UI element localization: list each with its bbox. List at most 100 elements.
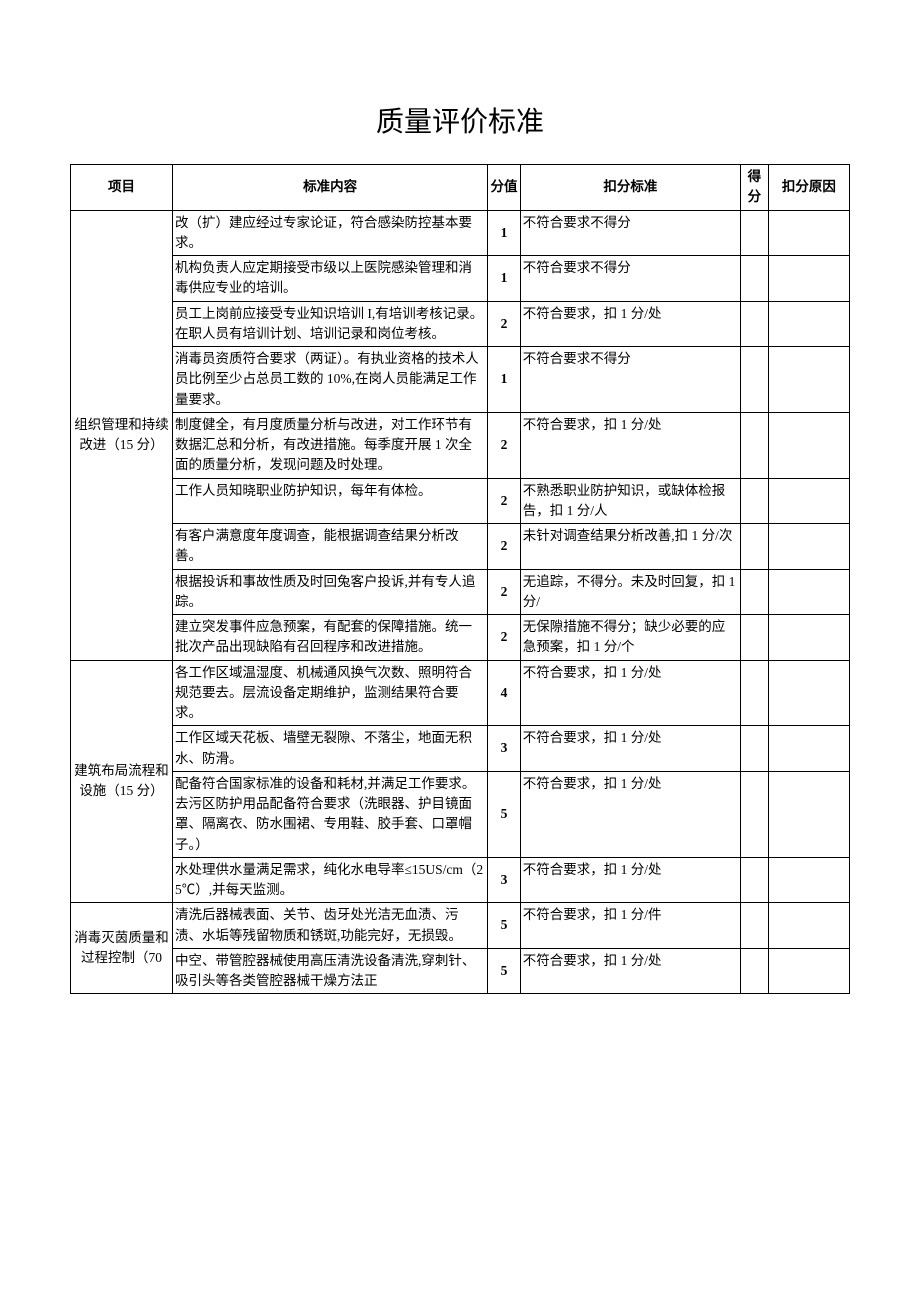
got-score-cell xyxy=(741,726,769,772)
category-cell: 组织管理和持续改进（15 分） xyxy=(71,210,173,660)
deduction-cell: 不符合要求，扣 1 分/件 xyxy=(520,903,740,949)
content-cell: 改（扩）建应经过专家论证，符合感染防控基本要求。 xyxy=(173,210,488,256)
score-cell: 1 xyxy=(488,210,520,256)
category-cell: 消毒灭茵质量和过程控制（70 xyxy=(71,903,173,994)
content-cell: 根据投诉和事故性质及时回兔客户投诉,并有专人追踪。 xyxy=(173,569,488,615)
reason-cell xyxy=(768,771,849,857)
score-cell: 2 xyxy=(488,569,520,615)
page-title: 质量评价标准 xyxy=(70,100,850,140)
got-score-cell xyxy=(741,478,769,524)
reason-cell xyxy=(768,478,849,524)
got-score-cell xyxy=(741,569,769,615)
reason-cell xyxy=(768,412,849,478)
reason-cell xyxy=(768,210,849,256)
deduction-cell: 不符合要求，扣 1 分/处 xyxy=(520,948,740,994)
content-cell: 中空、带管腔器械使用高压清洗设备清洗,穿刺针、吸引头等各类管腔器械干燥方法正 xyxy=(173,948,488,994)
reason-cell xyxy=(768,256,849,302)
score-cell: 2 xyxy=(488,478,520,524)
reason-cell xyxy=(768,726,849,772)
deduction-cell: 不符合要求，扣 1 分/处 xyxy=(520,412,740,478)
score-cell: 3 xyxy=(488,726,520,772)
content-cell: 消毒员资质符合要求（两证）。有执业资格的技术人员比例至少占总员工数的 10%,在… xyxy=(173,347,488,413)
table-row: 根据投诉和事故性质及时回兔客户投诉,并有专人追踪。2无追踪，不得分。未及时回复，… xyxy=(71,569,850,615)
got-score-cell xyxy=(741,771,769,857)
score-cell: 1 xyxy=(488,347,520,413)
content-cell: 建立突发事件应急预案，有配套的保障措施。统一批次产品出现缺陷有召回程序和改进措施… xyxy=(173,615,488,661)
deduction-cell: 不符合要求，扣 1 分/处 xyxy=(520,771,740,857)
deduction-cell: 不符合要求不得分 xyxy=(520,210,740,256)
category-cell: 建筑布局流程和设施（15 分） xyxy=(71,660,173,903)
header-deduction: 扣分标准 xyxy=(520,165,740,211)
got-score-cell xyxy=(741,903,769,949)
score-cell: 1 xyxy=(488,256,520,302)
deduction-cell: 不符合要求，扣 1 分/处 xyxy=(520,857,740,903)
table-row: 工作区域天花板、墙壁无裂隙、不落尘，地面无积水、防滑。3不符合要求，扣 1 分/… xyxy=(71,726,850,772)
reason-cell xyxy=(768,948,849,994)
content-cell: 员工上岗前应接受专业知识培训 I,有培训考核记录。在职人员有培训计划、培训记录和… xyxy=(173,301,488,347)
deduction-cell: 无保隙措施不得分；缺少必要的应急预案，扣 1 分/个 xyxy=(520,615,740,661)
reason-cell xyxy=(768,857,849,903)
got-score-cell xyxy=(741,857,769,903)
score-cell: 5 xyxy=(488,771,520,857)
table-row: 建立突发事件应急预案，有配套的保障措施。统一批次产品出现缺陷有召回程序和改进措施… xyxy=(71,615,850,661)
got-score-cell xyxy=(741,412,769,478)
header-score: 分值 xyxy=(488,165,520,211)
content-cell: 各工作区域温湿度、机械通风换气次数、照明符合规范要去。层流设备定期维护，监测结果… xyxy=(173,660,488,726)
table-row: 中空、带管腔器械使用高压清洗设备清洗,穿刺针、吸引头等各类管腔器械干燥方法正5不… xyxy=(71,948,850,994)
score-cell: 2 xyxy=(488,412,520,478)
got-score-cell xyxy=(741,615,769,661)
content-cell: 制度健全，有月度质量分析与改进，对工作环节有数据汇总和分析，有改进措施。每季度开… xyxy=(173,412,488,478)
reason-cell xyxy=(768,615,849,661)
got-score-cell xyxy=(741,524,769,570)
content-cell: 配备符合国家标准的设备和耗材,并满足工作要求。去污区防护用品配备符合要求（洗眼器… xyxy=(173,771,488,857)
deduction-cell: 不符合要求不得分 xyxy=(520,256,740,302)
table-row: 建筑布局流程和设施（15 分）各工作区域温湿度、机械通风换气次数、照明符合规范要… xyxy=(71,660,850,726)
table-row: 有客户满意度年度调查，能根据调查结果分析改善。2未针对调查结果分析改善,扣 1 … xyxy=(71,524,850,570)
score-cell: 5 xyxy=(488,948,520,994)
table-header-row: 项目 标准内容 分值 扣分标准 得分 扣分原因 xyxy=(71,165,850,211)
deduction-cell: 不符合要求，扣 1 分/处 xyxy=(520,660,740,726)
table-row: 组织管理和持续改进（15 分）改（扩）建应经过专家论证，符合感染防控基本要求。1… xyxy=(71,210,850,256)
table-row: 员工上岗前应接受专业知识培训 I,有培训考核记录。在职人员有培训计划、培训记录和… xyxy=(71,301,850,347)
score-cell: 3 xyxy=(488,857,520,903)
header-got: 得分 xyxy=(741,165,769,211)
got-score-cell xyxy=(741,301,769,347)
score-cell: 5 xyxy=(488,903,520,949)
header-content: 标准内容 xyxy=(173,165,488,211)
content-cell: 机构负责人应定期接受市级以上医院感染管理和消毒供应专业的培训。 xyxy=(173,256,488,302)
got-score-cell xyxy=(741,948,769,994)
reason-cell xyxy=(768,660,849,726)
table-row: 水处理供水量满足需求，纯化水电导率≤15US/cm（25℃）,并每天监测。3不符… xyxy=(71,857,850,903)
deduction-cell: 未针对调查结果分析改善,扣 1 分/次 xyxy=(520,524,740,570)
table-row: 制度健全，有月度质量分析与改进，对工作环节有数据汇总和分析，有改进措施。每季度开… xyxy=(71,412,850,478)
table-row: 配备符合国家标准的设备和耗材,并满足工作要求。去污区防护用品配备符合要求（洗眼器… xyxy=(71,771,850,857)
evaluation-table: 项目 标准内容 分值 扣分标准 得分 扣分原因 组织管理和持续改进（15 分）改… xyxy=(70,164,850,994)
header-category: 项目 xyxy=(71,165,173,211)
score-cell: 2 xyxy=(488,301,520,347)
got-score-cell xyxy=(741,256,769,302)
content-cell: 水处理供水量满足需求，纯化水电导率≤15US/cm（25℃）,并每天监测。 xyxy=(173,857,488,903)
deduction-cell: 不符合要求不得分 xyxy=(520,347,740,413)
content-cell: 工作区域天花板、墙壁无裂隙、不落尘，地面无积水、防滑。 xyxy=(173,726,488,772)
reason-cell xyxy=(768,301,849,347)
reason-cell xyxy=(768,903,849,949)
content-cell: 工作人员知晓职业防护知识，每年有体检。 xyxy=(173,478,488,524)
got-score-cell xyxy=(741,347,769,413)
got-score-cell xyxy=(741,210,769,256)
got-score-cell xyxy=(741,660,769,726)
table-row: 消毒灭茵质量和过程控制（70清洗后器械表面、关节、齿牙处光洁无血渍、污渍、水垢等… xyxy=(71,903,850,949)
table-row: 工作人员知晓职业防护知识，每年有体检。2不熟悉职业防护知识，或缺体检报告，扣 1… xyxy=(71,478,850,524)
score-cell: 2 xyxy=(488,524,520,570)
reason-cell xyxy=(768,524,849,570)
score-cell: 2 xyxy=(488,615,520,661)
content-cell: 有客户满意度年度调查，能根据调查结果分析改善。 xyxy=(173,524,488,570)
reason-cell xyxy=(768,347,849,413)
content-cell: 清洗后器械表面、关节、齿牙处光洁无血渍、污渍、水垢等残留物质和锈斑,功能完好，无… xyxy=(173,903,488,949)
deduction-cell: 不熟悉职业防护知识，或缺体检报告，扣 1 分/人 xyxy=(520,478,740,524)
deduction-cell: 无追踪，不得分。未及时回复，扣 1 分/ xyxy=(520,569,740,615)
reason-cell xyxy=(768,569,849,615)
table-row: 机构负责人应定期接受市级以上医院感染管理和消毒供应专业的培训。1不符合要求不得分 xyxy=(71,256,850,302)
header-reason: 扣分原因 xyxy=(768,165,849,211)
deduction-cell: 不符合要求，扣 1 分/处 xyxy=(520,726,740,772)
table-row: 消毒员资质符合要求（两证）。有执业资格的技术人员比例至少占总员工数的 10%,在… xyxy=(71,347,850,413)
